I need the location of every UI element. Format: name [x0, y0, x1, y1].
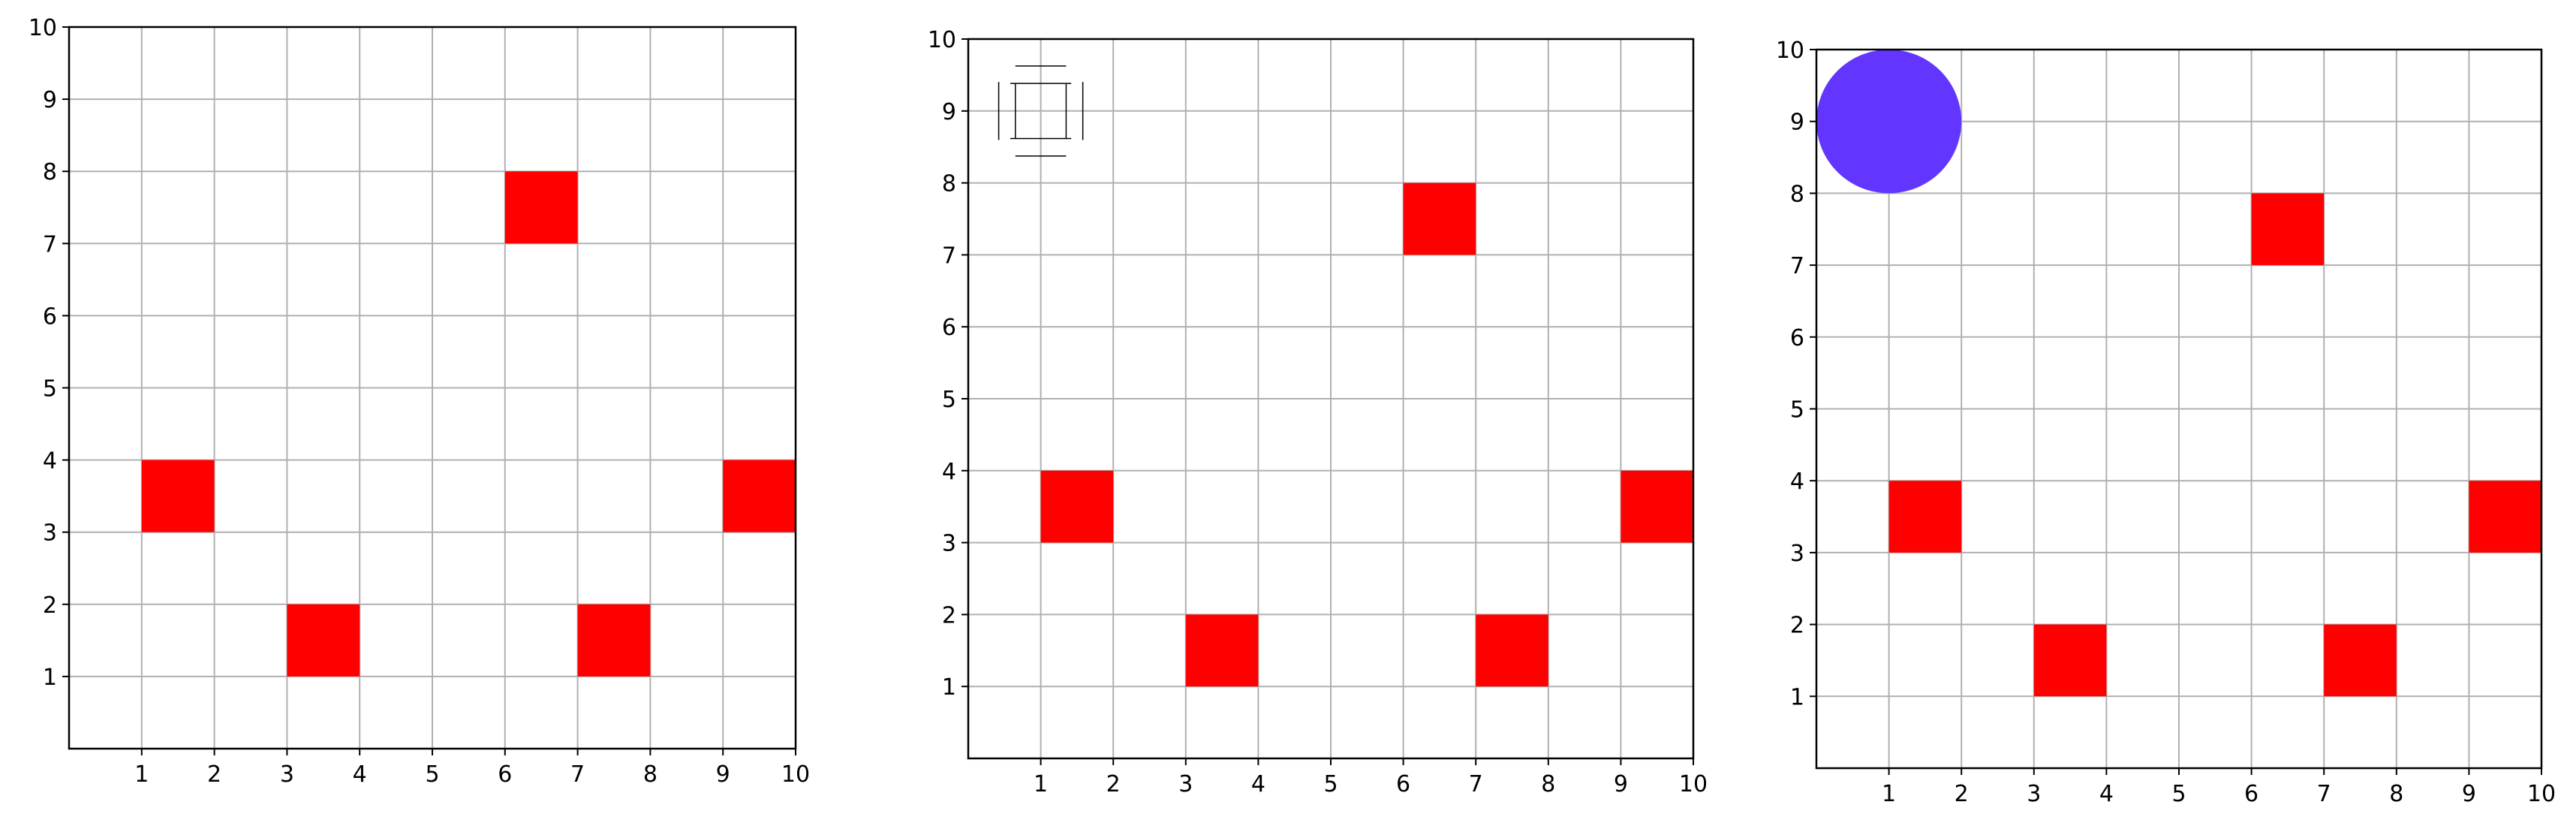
obstacle-square: [723, 460, 796, 532]
obstacle-square: [1185, 614, 1259, 687]
x-tick-label: 6: [2244, 781, 2259, 807]
x-tick-label: 5: [2171, 781, 2186, 807]
y-tick-label: 5: [1790, 397, 1804, 424]
y-tick-label: 3: [942, 531, 956, 557]
y-tick-label: 1: [43, 665, 57, 691]
x-tick-label: 10: [1679, 771, 1708, 797]
y-tick-label: 8: [942, 171, 956, 197]
obstacle-square: [2033, 624, 2107, 697]
y-tick-label: 9: [1790, 110, 1804, 136]
target-marker: [998, 65, 1084, 157]
y-tick-label: 6: [942, 315, 956, 341]
y-tick-label: 2: [1790, 613, 1804, 639]
x-tick-label: 8: [643, 761, 658, 788]
y-tick-label: 7: [1790, 253, 1804, 279]
obstacle-square: [1476, 614, 1548, 687]
y-tick-label: 8: [43, 159, 57, 185]
x-tick-label: 7: [570, 761, 585, 788]
player-circle: [1816, 50, 1962, 194]
y-tick-label: 5: [43, 376, 57, 402]
obstacle-square: [287, 604, 360, 677]
subplot-middle: 1 2 3 4 5 6 7 8 9 10 1 2 3 4 5 6 7 8 9 10: [928, 27, 1708, 797]
x-tick-label: 1: [1034, 771, 1048, 797]
y-tick-label: 10: [29, 15, 57, 41]
obstacle-square: [2324, 624, 2397, 697]
y-tick-label: 3: [43, 520, 57, 547]
y-tick-label: 7: [43, 231, 57, 258]
x-tick-label: 1: [134, 761, 149, 788]
x-tick-label: 3: [280, 761, 294, 788]
x-tick-label: 4: [2099, 781, 2114, 807]
x-tick-label: 5: [425, 761, 439, 788]
x-tick-label: 9: [1614, 771, 1628, 797]
x-tick-label: 3: [2027, 781, 2041, 807]
x-tick-label: 10: [2527, 781, 2556, 807]
x-tick-label: 2: [207, 761, 221, 788]
x-tick-label: 3: [1178, 771, 1193, 797]
obstacle-square: [2469, 481, 2541, 553]
y-tick-label: 1: [1790, 684, 1804, 710]
y-tick-label: 6: [43, 303, 57, 330]
obstacle-square: [1621, 470, 1693, 543]
obstacle-square: [504, 171, 578, 244]
y-tick-label: 4: [43, 448, 57, 475]
obstacle-square: [577, 604, 651, 677]
y-tick-label: 9: [942, 99, 956, 125]
x-tick-label: 6: [1396, 771, 1410, 797]
y-tick-label: 2: [942, 602, 956, 629]
subplot-left: 1 2 3 4 5 6 7 8 9 10 1 2 3 4 5 6 7 8 9 10: [29, 15, 810, 788]
x-tick-label: 6: [498, 761, 512, 788]
y-tick-label: 1: [942, 674, 956, 701]
obstacle-square: [1403, 182, 1476, 255]
obstacle-square: [1888, 481, 1962, 553]
y-tick-label: 10: [928, 27, 956, 53]
y-tick-label: 5: [942, 387, 956, 413]
x-tick-label: 8: [2389, 781, 2403, 807]
y-tick-label: 4: [1790, 469, 1804, 495]
y-tick-label: 6: [1790, 325, 1804, 351]
x-tick-label: 9: [716, 761, 730, 788]
y-tick-label: 8: [1790, 181, 1804, 207]
obstacle-square: [1040, 470, 1114, 543]
x-tick-label: 9: [2462, 781, 2476, 807]
x-tick-label: 2: [1106, 771, 1121, 797]
x-tick-label: 10: [781, 761, 810, 788]
y-tick-label: 2: [43, 592, 57, 619]
x-tick-label: 2: [1955, 781, 1969, 807]
y-tick-label: 9: [43, 87, 57, 113]
x-tick-label: 7: [2317, 781, 2331, 807]
x-tick-label: 5: [1323, 771, 1338, 797]
obstacle-square: [2251, 193, 2325, 266]
y-tick-label: 3: [1790, 541, 1804, 567]
x-tick-label: 7: [1469, 771, 1483, 797]
obstacle-square: [141, 460, 215, 532]
x-tick-label: 4: [353, 761, 367, 788]
y-tick-label: 4: [942, 459, 956, 485]
y-tick-label: 7: [942, 243, 956, 269]
y-tick-label: 10: [1776, 38, 1804, 64]
x-tick-label: 4: [1251, 771, 1265, 797]
x-tick-label: 8: [1541, 771, 1555, 797]
x-tick-label: 1: [1882, 781, 1896, 807]
subplot-right: 1 2 3 4 5 6 7 8 9 10 1 2 3 4 5 6 7 8 9 10: [1776, 38, 2556, 807]
